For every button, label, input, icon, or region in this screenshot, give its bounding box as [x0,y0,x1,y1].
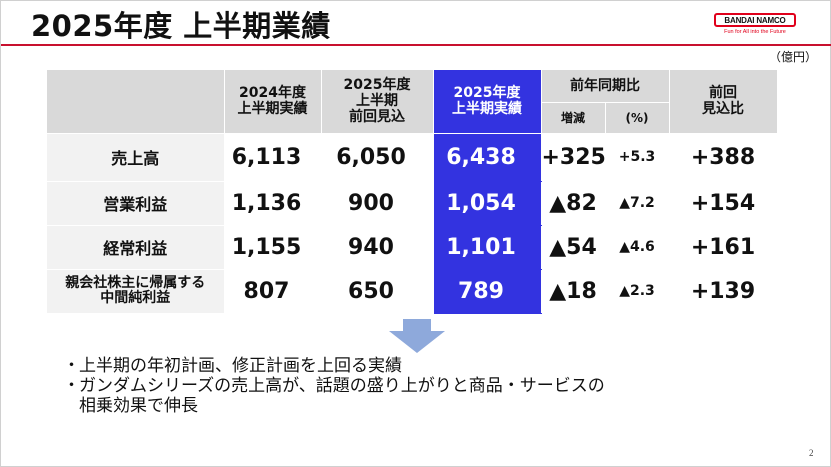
row-label: 経常利益 [47,225,225,270]
bandai-namco-logo: BANDAI NAMCO Fun for All into the Future [714,13,796,39]
row-label: 親会社株主に帰属する 中間純利益 [47,269,225,314]
header-vs-forecast: 前回 見込比 [669,70,778,134]
header-fy24-h1-actual: 2024年度 上半期実績 [224,70,322,134]
row-label: 売上高 [47,133,225,182]
table-row: 親会社株主に帰属する 中間純利益 807 650 789 ▲18 ▲2.3 +1… [47,269,778,314]
cell-change: ▲82 [541,181,606,226]
table-row: 営業利益 1,136 900 1,054 ▲82 ▲7.2 +154 [47,181,778,226]
header-corner [47,70,225,134]
cell-vs-forecast: +139 [669,269,778,314]
cell-vs-forecast: +154 [669,181,778,226]
title-underline [1,44,831,46]
logo-box: BANDAI NAMCO [714,13,796,27]
cell-fy24: 6,113 [224,133,322,182]
bullet-item: ・上半期の年初計画、修正計画を上回る実績 [63,356,402,376]
cell-change: ▲54 [541,225,606,270]
header-yoy-pct: (%) [605,102,670,134]
page-number: 2 [809,448,814,458]
header-fy25-h1-actual: 2025年度 上半期実績 [433,70,542,134]
header-yoy: 前年同期比 [541,70,670,103]
down-arrow-icon [389,319,445,353]
logo-name: BANDAI NAMCO [724,15,786,25]
table-row: 売上高 6,113 6,050 6,438 +325 +5.3 +388 [47,133,778,182]
header-yoy-change: 増減 [541,102,606,134]
cell-pct: +5.3 [605,133,670,182]
cell-fy24: 1,136 [224,181,322,226]
cell-fy25: 1,054 [433,181,542,226]
unit-label: （億円） [769,50,818,64]
cell-vs-forecast: +161 [669,225,778,270]
cell-pct: ▲7.2 [605,181,670,226]
cell-forecast: 900 [321,181,434,226]
cell-pct: ▲2.3 [605,269,670,314]
cell-fy25: 6,438 [433,133,542,182]
cell-forecast: 940 [321,225,434,270]
cell-forecast: 6,050 [321,133,434,182]
bullet-continuation: 相乗効果で伸長 [79,396,198,416]
page-title: 2025年度 上半期業績 [31,9,331,43]
logo-tagline: Fun for All into the Future [724,29,786,35]
cell-change: ▲18 [541,269,606,314]
header-fy25-h1-forecast: 2025年度 上半期 前回見込 [321,70,434,134]
table-row: 経常利益 1,155 940 1,101 ▲54 ▲4.6 +161 [47,225,778,270]
results-table: 2024年度 上半期実績 2025年度 上半期 前回見込 2025年度 上半期実… [47,70,778,314]
cell-pct: ▲4.6 [605,225,670,270]
summary-bullets: ・上半期の年初計画、修正計画を上回る実績 ・ガンダムシリーズの売上高が、話題の盛… [63,356,605,416]
row-label: 営業利益 [47,181,225,226]
cell-fy25: 1,101 [433,225,542,270]
cell-fy24: 1,155 [224,225,322,270]
cell-vs-forecast: +388 [669,133,778,182]
cell-fy24: 807 [224,269,322,314]
cell-forecast: 650 [321,269,434,314]
cell-fy25: 789 [433,269,542,314]
bullet-item: ・ガンダムシリーズの売上高が、話題の盛り上がりと商品・サービスの [63,376,605,396]
cell-change: +325 [541,133,606,182]
